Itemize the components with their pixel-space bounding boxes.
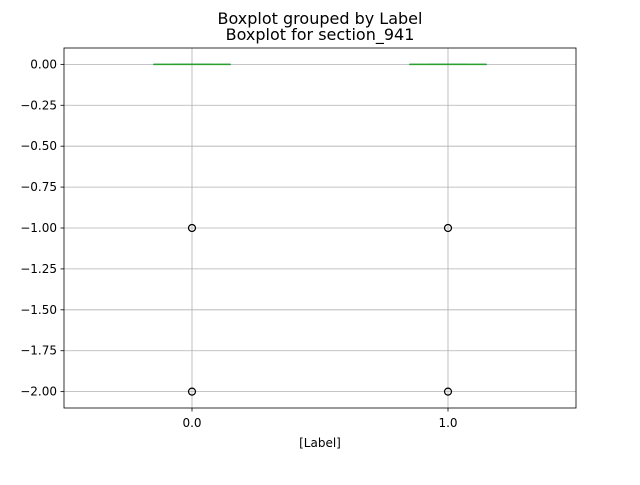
y-tick-label: −0.75: [20, 180, 57, 194]
x-tick-label: 1.0: [438, 416, 457, 430]
y-tick-label: −0.25: [20, 98, 57, 112]
x-axis-label: [Label]: [299, 436, 341, 450]
data-marks: [154, 64, 487, 395]
y-tick-label: −1.25: [20, 262, 57, 276]
y-tick-label: 0.00: [30, 57, 57, 71]
chart-title: Boxplot for section_941: [226, 25, 415, 45]
y-tick-label: −2.00: [20, 385, 57, 399]
grid-lines: [64, 48, 576, 408]
tick-labels: 0.00 −0.25 −0.50 −0.75 −1.00 −1.25 −1.50 −1.75 −…: [20, 57, 457, 430]
y-tick-label: −1.00: [20, 221, 57, 235]
axes: [61, 48, 577, 412]
y-tick-label: −0.50: [20, 139, 57, 153]
y-tick-label: −1.50: [20, 303, 57, 317]
x-tick-label: 0.0: [182, 416, 201, 430]
y-tick-label: −1.75: [20, 344, 57, 358]
